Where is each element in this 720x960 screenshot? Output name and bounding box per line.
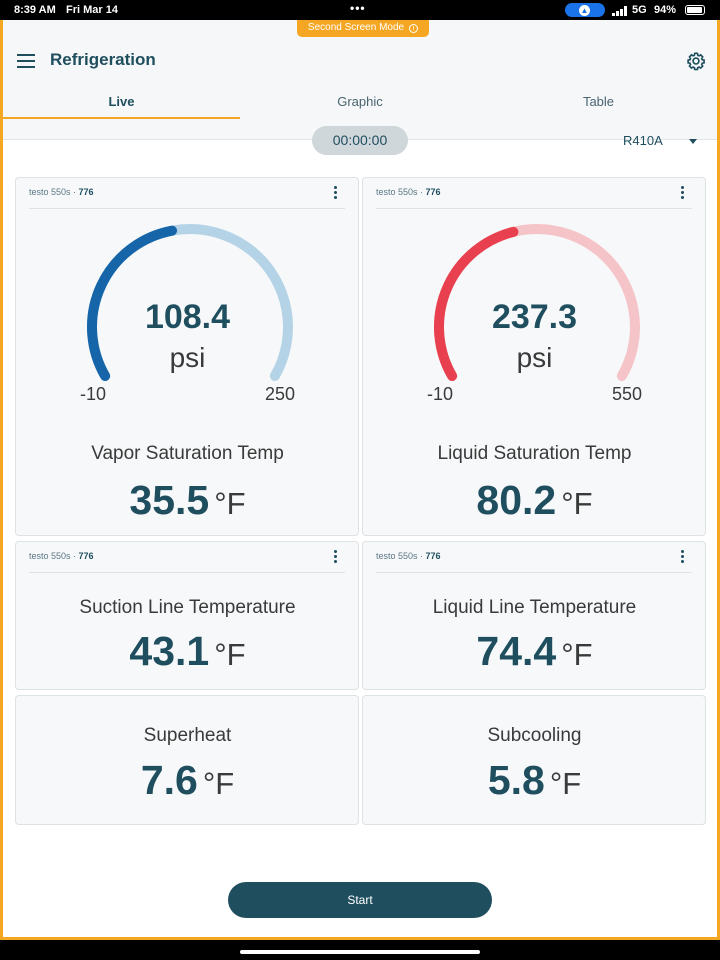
metric-label: Superheat xyxy=(143,725,232,746)
pressure-gauge xyxy=(87,224,293,381)
app-header: Refrigeration Live Graphic Table xyxy=(3,20,717,140)
tab-live[interactable]: Live xyxy=(108,94,135,109)
gauge-min: -10 xyxy=(427,384,454,404)
metric-value: 43.1 xyxy=(129,628,210,674)
battery-percent: 94% xyxy=(654,4,677,16)
gauge-min: -10 xyxy=(80,384,107,404)
gauge-max: 250 xyxy=(265,384,296,404)
metric-unit: °F xyxy=(561,637,593,672)
elapsed-timer: 00:00:00 xyxy=(312,126,408,155)
probe-source: testo 550s · 776 xyxy=(29,551,94,561)
subcooling-card: Subcooling 5.8 °F xyxy=(362,695,706,825)
page-title: Refrigeration xyxy=(50,50,156,69)
liquid-pressure-card: testo 550s · 776 237.3 psi -10 550 Liqui… xyxy=(362,177,706,536)
card-divider xyxy=(376,208,692,209)
hamburger-menu-icon[interactable] xyxy=(17,54,35,68)
metric-value: 74.4 xyxy=(476,628,557,674)
metric-label: Liquid Saturation Temp xyxy=(437,443,632,464)
chevron-down-icon[interactable] xyxy=(689,139,697,144)
battery-icon xyxy=(685,5,705,15)
metric-label: Suction Line Temperature xyxy=(79,597,296,618)
gauge-max: 550 xyxy=(612,384,643,404)
metric-unit: °F xyxy=(214,486,246,521)
probe-source: testo 550s · 776 xyxy=(376,187,441,197)
metric-value: 5.8 xyxy=(487,757,545,803)
metric-unit: °F xyxy=(561,486,593,521)
card-divider xyxy=(376,572,692,573)
vapor-pressure-card: testo 550s · 776 108.4 psi -10 250 Vapor… xyxy=(15,177,359,536)
more-options-icon[interactable] xyxy=(681,186,685,200)
metric-value: 7.6 xyxy=(140,757,198,803)
gauge-fill xyxy=(434,226,519,381)
metric-label: Liquid Line Temperature xyxy=(432,597,637,618)
gauge-value: 108.4 xyxy=(144,298,231,336)
liquid-line-card: testo 550s · 776 Liquid Line Temperature… xyxy=(362,541,706,690)
metric-reading: 5.8 °F xyxy=(363,757,706,804)
info-icon[interactable]: i xyxy=(409,24,419,33)
card-divider xyxy=(29,208,345,209)
status-bar: 8:39 AM Fri Mar 14 ••• ▲ 5G 94% xyxy=(0,0,720,20)
second-screen-banner[interactable]: Second Screen Mode i xyxy=(297,20,429,37)
more-options-icon[interactable] xyxy=(334,550,338,564)
metric-reading: 74.4 °F xyxy=(363,628,706,675)
metric-reading: 35.5 °F xyxy=(16,477,359,524)
pressure-gauge xyxy=(434,224,640,381)
suction-line-card: testo 550s · 776 Suction Line Temperatur… xyxy=(15,541,359,690)
multitasking-dots-icon[interactable]: ••• xyxy=(350,1,366,15)
metric-value: 35.5 xyxy=(129,477,210,523)
gauge-value: 237.3 xyxy=(491,298,578,336)
more-options-icon[interactable] xyxy=(334,186,338,200)
gear-icon[interactable] xyxy=(685,50,707,72)
app-frame: Second Screen Mode i Refrigeration Live G… xyxy=(0,20,720,940)
card-divider xyxy=(29,572,345,573)
metric-label: Vapor Saturation Temp xyxy=(91,443,284,464)
second-screen-label: Second Screen Mode xyxy=(307,22,405,33)
home-indicator[interactable] xyxy=(240,950,480,954)
home-bar-area xyxy=(0,940,720,960)
network-type: 5G xyxy=(632,4,647,16)
metric-unit: °F xyxy=(549,766,582,801)
gauge-unit: psi xyxy=(169,342,206,373)
refrigerant-select[interactable]: R410A xyxy=(623,133,663,148)
tab-graphic[interactable]: Graphic xyxy=(337,94,383,109)
status-date: Fri Mar 14 xyxy=(66,4,118,16)
signal-icon xyxy=(612,6,628,16)
metric-unit: °F xyxy=(202,766,235,801)
superheat-card: Superheat 7.6 °F xyxy=(15,695,359,825)
start-button[interactable]: Start xyxy=(228,882,492,918)
metric-value: 80.2 xyxy=(476,477,557,523)
probe-source: testo 550s · 776 xyxy=(29,187,94,197)
gauge-fill xyxy=(87,225,178,381)
metric-reading: 43.1 °F xyxy=(16,628,359,675)
active-tab-indicator xyxy=(3,117,240,119)
navigation-indicator-icon: ▲ xyxy=(565,3,605,17)
more-options-icon[interactable] xyxy=(681,550,685,564)
metric-unit: °F xyxy=(214,637,246,672)
metric-label: Subcooling xyxy=(487,725,582,746)
probe-source: testo 550s · 776 xyxy=(376,551,441,561)
metric-reading: 7.6 °F xyxy=(16,757,359,804)
metric-reading: 80.2 °F xyxy=(363,477,706,524)
gauge-unit: psi xyxy=(516,342,553,373)
tab-table[interactable]: Table xyxy=(582,94,615,109)
status-time: 8:39 AM xyxy=(14,4,56,16)
